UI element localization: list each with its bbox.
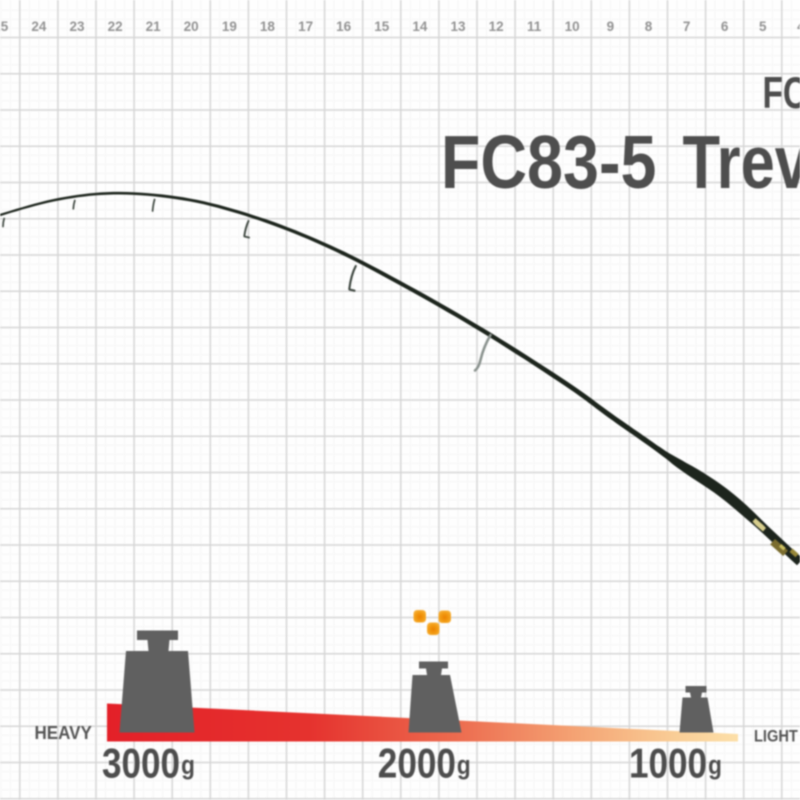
svg-text:11: 11 <box>527 19 542 34</box>
svg-text:FC83-5: FC83-5 <box>441 121 657 205</box>
svg-text:24: 24 <box>31 19 47 34</box>
svg-text:14: 14 <box>412 19 428 34</box>
svg-text:5: 5 <box>759 19 767 34</box>
svg-text:12: 12 <box>489 19 504 34</box>
svg-text:7: 7 <box>683 19 691 34</box>
svg-text:4: 4 <box>797 19 800 34</box>
svg-text:19: 19 <box>222 19 237 34</box>
svg-text:Trevally: Trevally <box>683 120 800 204</box>
svg-text:16: 16 <box>336 19 352 34</box>
svg-text:21: 21 <box>146 19 162 34</box>
svg-text:13: 13 <box>450 19 466 34</box>
svg-text:20: 20 <box>184 19 199 34</box>
svg-text:HEAVY: HEAVY <box>35 722 92 743</box>
svg-text:23: 23 <box>69 19 85 34</box>
svg-text:2000g: 2000g <box>378 741 471 787</box>
svg-text:6: 6 <box>721 19 729 34</box>
svg-text:18: 18 <box>260 19 276 34</box>
svg-text:25: 25 <box>0 19 9 34</box>
svg-text:17: 17 <box>298 19 313 34</box>
svg-text:15: 15 <box>374 19 390 34</box>
svg-text:9: 9 <box>607 19 615 34</box>
svg-text:LIGHT: LIGHT <box>754 728 798 746</box>
svg-text:8: 8 <box>645 19 653 34</box>
svg-text:FCLLABO: FCLLABO <box>763 68 800 118</box>
svg-text:22: 22 <box>108 19 123 34</box>
svg-text:1000g: 1000g <box>629 741 722 787</box>
svg-text:10: 10 <box>565 19 580 34</box>
svg-text:3000g: 3000g <box>102 741 195 787</box>
